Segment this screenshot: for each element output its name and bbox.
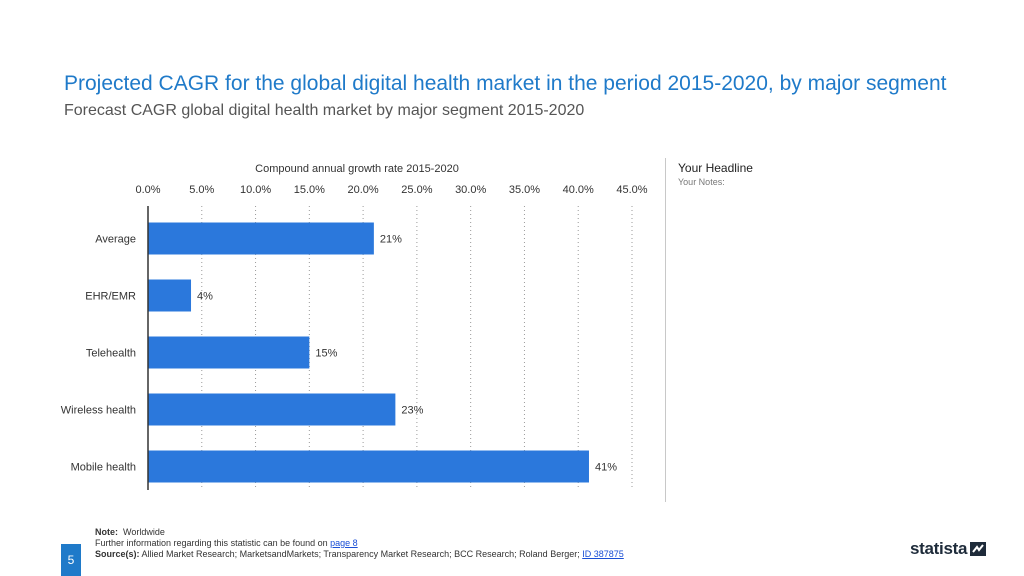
chart-category-labels: Average EHR/EMR Telehealth Wireless health M… bbox=[61, 234, 136, 474]
tick-label: 10.0% bbox=[240, 184, 271, 196]
bar-mobile-health[interactable] bbox=[148, 450, 589, 483]
tick-label: 5.0% bbox=[189, 184, 214, 196]
tick-label: 40.0% bbox=[563, 184, 594, 196]
bar-ehr-emr[interactable] bbox=[148, 279, 192, 312]
side-notes[interactable]: Your Notes: bbox=[678, 177, 725, 187]
page-title: Projected CAGR for the global digital he… bbox=[64, 72, 947, 95]
footer-source: Source(s): Allied Market Research; Marke… bbox=[95, 549, 624, 560]
statista-logo-icon bbox=[970, 542, 987, 556]
category-label: Average bbox=[95, 234, 136, 246]
footer: Note: Worldwide Further information rega… bbox=[95, 527, 624, 560]
info-page-link[interactable]: page 8 bbox=[330, 538, 358, 548]
chart-bars bbox=[148, 222, 589, 483]
value-label: 4% bbox=[197, 291, 213, 303]
note-label: Note: bbox=[95, 527, 118, 537]
source-text: Allied Market Research; MarketsandMarket… bbox=[141, 549, 580, 559]
source-label: Source(s): bbox=[95, 549, 140, 559]
tick-label: 20.0% bbox=[348, 184, 379, 196]
tick-label: 25.0% bbox=[401, 184, 432, 196]
bar-wireless-health[interactable] bbox=[148, 393, 396, 426]
bar-average[interactable] bbox=[148, 222, 374, 255]
tick-label: 35.0% bbox=[509, 184, 540, 196]
category-label: EHR/EMR bbox=[85, 291, 136, 303]
value-label: 23% bbox=[401, 405, 423, 417]
logo-text: statista bbox=[910, 539, 968, 558]
note-text: Worldwide bbox=[123, 527, 165, 537]
page-subtitle: Forecast CAGR global digital health mark… bbox=[64, 102, 585, 119]
category-label: Wireless health bbox=[61, 405, 136, 417]
value-label: 15% bbox=[315, 348, 337, 360]
side-panel-divider bbox=[665, 158, 666, 502]
chart-axis-title: Compound annual growth rate 2015-2020 bbox=[255, 163, 459, 175]
category-label: Mobile health bbox=[71, 462, 136, 474]
chart-gridlines bbox=[201, 206, 633, 490]
tick-label: 45.0% bbox=[616, 184, 647, 196]
value-label: 41% bbox=[595, 462, 617, 474]
footer-info: Further information regarding this stati… bbox=[95, 538, 624, 549]
chart-value-labels: 21% 4% 15% 23% 41% bbox=[197, 234, 617, 474]
value-label: 21% bbox=[380, 234, 402, 246]
bar-telehealth[interactable] bbox=[148, 336, 310, 369]
side-headline[interactable]: Your Headline bbox=[678, 161, 753, 175]
bar-chart: Compound annual growth rate 2015-2020 0.… bbox=[61, 163, 648, 490]
source-id-link[interactable]: ID 387875 bbox=[582, 549, 624, 559]
tick-label: 15.0% bbox=[294, 184, 325, 196]
tick-label: 0.0% bbox=[135, 184, 160, 196]
category-label: Telehealth bbox=[86, 348, 136, 360]
page-number: 5 bbox=[61, 544, 81, 576]
tick-label: 30.0% bbox=[455, 184, 486, 196]
chart-tick-labels: 0.0% 5.0% 10.0% 15.0% 20.0% 25.0% 30.0% 35.0% 40… bbox=[135, 184, 647, 196]
info-text: Further information regarding this stati… bbox=[95, 538, 328, 548]
footer-note: Note: Worldwide bbox=[95, 527, 624, 538]
statista-logo[interactable]: statista bbox=[910, 539, 987, 559]
